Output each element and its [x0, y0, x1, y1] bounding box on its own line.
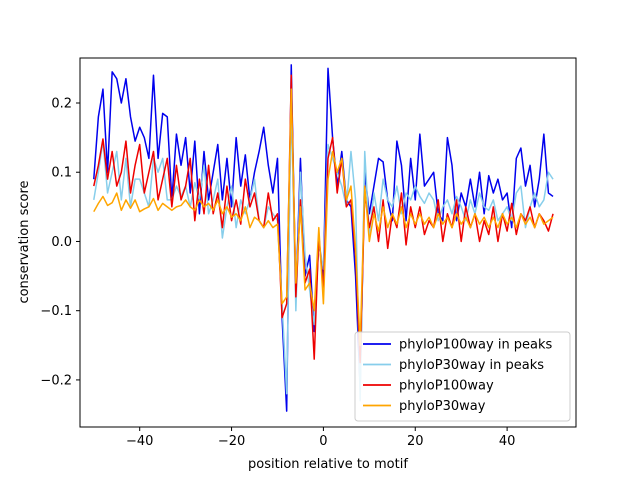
x-tick-label: −20	[218, 434, 245, 449]
x-tick-label: 0	[319, 434, 327, 449]
series-line-3	[93, 88, 554, 347]
legend-label: phyloP100way	[399, 379, 494, 394]
x-axis: −40 −20 0 20 40	[126, 427, 515, 449]
legend: phyloP100way in peaks phyloP30way in peak…	[354, 331, 571, 422]
legend-label: phyloP30way	[399, 399, 486, 414]
x-tick-label: −40	[126, 434, 153, 449]
y-axis: −0.2 −0.1 0.0 0.1 0.2	[40, 97, 80, 388]
x-tick-label: 20	[407, 434, 424, 449]
legend-label: phyloP30way in peaks	[399, 358, 544, 373]
plot-frame	[79, 57, 577, 428]
y-axis-label: conservation score	[17, 180, 32, 303]
y-tick-label: 0.1	[51, 166, 72, 181]
y-tick-label: −0.2	[40, 373, 72, 388]
y-tick-label: 0.0	[51, 235, 72, 250]
series-layer	[93, 64, 554, 412]
y-tick-label: −0.1	[40, 304, 72, 319]
legend-box	[354, 331, 571, 422]
x-axis-label: position relative to motif	[248, 457, 408, 472]
legend-label: phyloP100way in peaks	[399, 338, 553, 353]
y-tick-label: 0.2	[51, 97, 72, 112]
x-tick-label: 40	[499, 434, 516, 449]
